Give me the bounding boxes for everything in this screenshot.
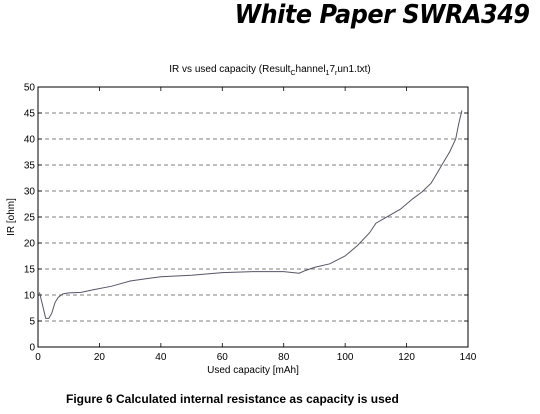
series-line (39, 110, 463, 319)
chart-title-sub: r (335, 70, 338, 77)
white-paper-header: White Paper SWRA349 (235, 0, 530, 30)
x-tick-label: 100 (337, 352, 354, 363)
axis-ticks: 0 5 10 15 20 25 30 35 40 45 50 0 20 40 60 80 100 120 140 (24, 83, 477, 364)
chart-title-part: un1.txt) (337, 64, 371, 75)
y-tick-label: 50 (24, 83, 36, 94)
series-group (39, 110, 463, 319)
grid-lines (38, 112, 468, 322)
x-tick-label: 60 (217, 352, 229, 363)
y-tick-label: 30 (24, 187, 36, 198)
y-axis-label: IR [ohm] (6, 198, 17, 236)
chart-title-sub: C (290, 70, 296, 77)
chart-title-part: IR vs used capacity (Result (169, 64, 291, 75)
x-axis-label: Used capacity [mAh] (207, 365, 299, 376)
y-tick-label: 15 (24, 265, 36, 276)
y-tick-label: 45 (24, 109, 36, 120)
y-tick-label: 20 (24, 239, 36, 250)
chart-title-part: 7 (329, 64, 336, 75)
y-tick-label: 0 (29, 343, 35, 354)
x-tick-label: 40 (155, 352, 167, 363)
y-tick-label: 5 (29, 317, 35, 328)
y-tick-label: 40 (24, 135, 36, 146)
figure-caption: Figure 6 Calculated internal resistance … (66, 392, 399, 406)
y-tick-label: 10 (24, 291, 36, 302)
y-tick-label: 35 (24, 161, 36, 172)
x-tick-label: 20 (94, 352, 106, 363)
y-tick-label: 25 (24, 213, 36, 224)
x-tick-label: 0 (35, 352, 41, 363)
x-tick-label: 120 (398, 352, 415, 363)
x-tick-label: 140 (460, 352, 477, 363)
x-tick-label: 80 (278, 352, 290, 363)
chart-title: IR vs used capacity (ResultChannel17run1… (0, 64, 540, 77)
chart-title-sub: 1 (325, 70, 330, 77)
chart-title-part: hannel (295, 64, 326, 75)
